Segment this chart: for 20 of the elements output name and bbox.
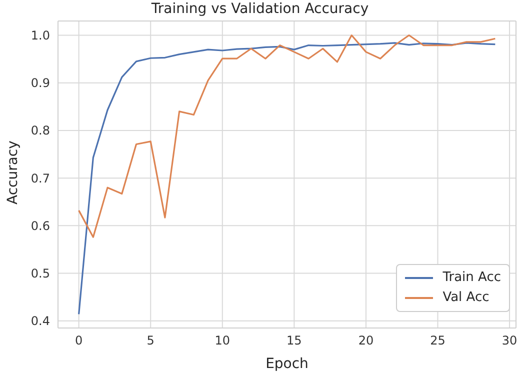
- y-tick-label: 0.8: [30, 124, 50, 138]
- y-tick-label: 0.6: [30, 218, 50, 233]
- x-axis-title: Epoch: [266, 356, 308, 372]
- legend-label: Train Acc: [442, 269, 501, 287]
- y-tick-label: 0.7: [30, 171, 50, 186]
- y-tick-label: 1.0: [30, 28, 50, 43]
- x-tick-label: 30: [502, 334, 518, 348]
- x-tick-label: 0: [75, 334, 83, 348]
- chart-title: Training vs Validation Accuracy: [150, 0, 370, 18]
- y-tick-label: 0.9: [30, 76, 50, 90]
- legend-label: Val Acc: [442, 289, 490, 307]
- x-tick-label: 15: [286, 334, 302, 348]
- y-tick-label: 0.4: [30, 314, 50, 328]
- x-tick-label: 10: [214, 334, 230, 348]
- x-tick-label: 5: [146, 334, 154, 348]
- x-tick-label: 25: [430, 334, 446, 348]
- y-tick-label: 0.5: [30, 266, 50, 281]
- x-tick-label: 20: [358, 334, 374, 348]
- line-series: [78, 34, 496, 238]
- y-axis-title: Accuracy: [4, 140, 21, 204]
